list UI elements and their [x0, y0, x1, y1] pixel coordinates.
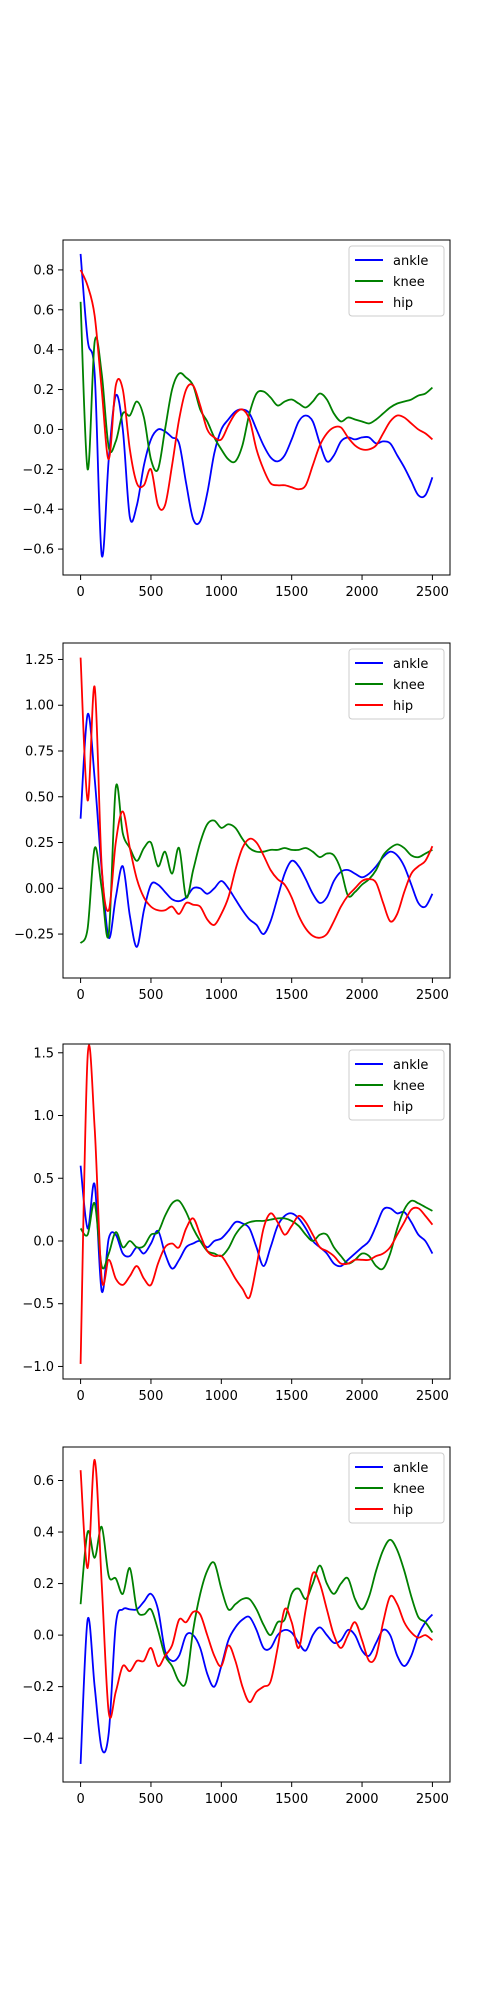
x-tick-label: 2500: [416, 1792, 449, 1807]
y-tick-label: 0.2: [33, 383, 54, 398]
series-line-ankle: [79, 1165, 434, 1293]
legend-label-hip: hip: [393, 1100, 413, 1115]
series-line-hip: [79, 1044, 434, 1364]
y-tick-label: −0.2: [22, 1680, 54, 1695]
legend-label-knee: knee: [393, 1079, 425, 1094]
y-tick-label: 0.75: [25, 745, 54, 760]
legend-box: [348, 245, 445, 317]
y-tick-label: −0.5: [22, 1297, 54, 1312]
legend: ankle knee hip: [348, 245, 445, 317]
x-tick-label: 1000: [205, 585, 238, 600]
y-tick-label: −0.25: [14, 928, 54, 943]
legend-label-ankle: ankle: [393, 657, 428, 672]
y-tick-label: 0.0: [33, 423, 54, 438]
x-tick-label: 1500: [275, 1792, 308, 1807]
x-tick-label: 0: [76, 1389, 84, 1404]
legend-label-ankle: ankle: [393, 254, 428, 269]
x-tick-label: 0: [76, 585, 84, 600]
series-line-knee: [79, 301, 434, 472]
x-tick-label: 1500: [275, 1389, 308, 1404]
series-line-knee: [79, 1199, 433, 1271]
axes-frame: [62, 1043, 451, 1380]
y-tick-label: 0.5: [33, 1172, 54, 1187]
series-line-ankle: [79, 713, 434, 948]
y-tick-label: 0.25: [25, 836, 54, 851]
x-tick-label: 500: [139, 988, 164, 1003]
legend-box: [348, 1452, 445, 1524]
y-tick-label: 0.4: [33, 343, 54, 358]
x-tick-label: 500: [139, 1792, 164, 1807]
x-tick-label: 1000: [205, 1389, 238, 1404]
series-line-hip: [79, 269, 433, 511]
y-tick-label: 0.0: [33, 1629, 54, 1644]
legend-label-knee: knee: [393, 275, 425, 290]
x-tick-label: 2500: [416, 988, 449, 1003]
legend-box: [348, 1049, 445, 1121]
chart-panel-3: 0 500 1000 1500 2000 2500 −1.0 −0.5 0.0 0.5 1.0 1.5…: [22, 1043, 451, 1404]
x-tick-label: 0: [76, 1792, 84, 1807]
x-tick-label: 2000: [345, 1792, 378, 1807]
series-line-knee: [79, 1525, 434, 1687]
legend-label-knee: knee: [393, 678, 425, 693]
chart-panel-4: 0 500 1000 1500 2000 2500 −0.4 −0.2 0.0 0.2 0.4 0.6…: [22, 1446, 451, 1807]
y-tick-label: −0.4: [22, 503, 54, 518]
x-tick-label: 1500: [275, 988, 308, 1003]
y-tick-label: −0.2: [22, 463, 54, 478]
series-group: [79, 1458, 434, 1765]
y-tick-label: 0.00: [25, 882, 54, 897]
legend: ankle knee hip: [348, 648, 445, 720]
series-line-hip: [79, 657, 434, 939]
legend-label-hip: hip: [393, 699, 413, 714]
y-tick-label: −0.6: [22, 543, 54, 558]
series-line-ankle: [79, 1592, 434, 1765]
x-tick-label: 0: [76, 988, 84, 1003]
series-line-knee: [79, 783, 433, 944]
legend-label-hip: hip: [393, 1503, 413, 1518]
y-tick-label: 0.6: [33, 303, 54, 318]
x-tick-label: 1500: [275, 585, 308, 600]
series-line-ankle: [79, 253, 434, 558]
x-tick-label: 500: [139, 1389, 164, 1404]
chart-panel-1: 0 500 1000 1500 2000 2500 −0.6 −0.4 −0.2 0.0 0.2 0.…: [22, 239, 451, 600]
series-group: [79, 253, 434, 558]
series-group: [79, 1044, 434, 1364]
y-tick-label: 0.6: [33, 1474, 54, 1489]
y-tick-label: 1.00: [25, 699, 54, 714]
y-tick-label: 1.25: [25, 653, 54, 668]
x-tick-label: 500: [139, 585, 164, 600]
chart-panel-2: 0 500 1000 1500 2000 2500 −0.25 0.00 0.25 0.50 0.7…: [14, 642, 451, 1003]
legend-label-ankle: ankle: [393, 1058, 428, 1073]
axes-frame: [62, 642, 451, 979]
legend-box: [348, 648, 445, 720]
x-tick-label: 2000: [345, 585, 378, 600]
y-tick-label: 1.0: [33, 1109, 54, 1124]
series-group: [79, 657, 434, 948]
y-tick-label: 0.4: [33, 1526, 54, 1541]
axes-frame: [62, 1446, 451, 1783]
x-tick-label: 2000: [345, 1389, 378, 1404]
legend: ankle knee hip: [348, 1452, 445, 1524]
y-tick-label: 0.0: [33, 1234, 54, 1249]
y-tick-label: 0.8: [33, 263, 54, 278]
legend-label-hip: hip: [393, 296, 413, 311]
x-tick-label: 1000: [205, 1792, 238, 1807]
x-tick-label: 2000: [345, 988, 378, 1003]
y-tick-label: 1.5: [33, 1046, 54, 1061]
legend-label-knee: knee: [393, 1482, 425, 1497]
x-tick-label: 1000: [205, 988, 238, 1003]
x-tick-label: 2500: [416, 585, 449, 600]
series-line-hip: [79, 1458, 433, 1719]
legend-label-ankle: ankle: [393, 1461, 428, 1476]
y-tick-label: 0.2: [33, 1577, 54, 1592]
axes-frame: [62, 239, 451, 576]
legend: ankle knee hip: [348, 1049, 445, 1121]
y-tick-label: 0.50: [25, 790, 54, 805]
x-tick-label: 2500: [416, 1389, 449, 1404]
y-tick-label: −1.0: [22, 1360, 54, 1375]
y-tick-label: −0.4: [22, 1732, 54, 1747]
